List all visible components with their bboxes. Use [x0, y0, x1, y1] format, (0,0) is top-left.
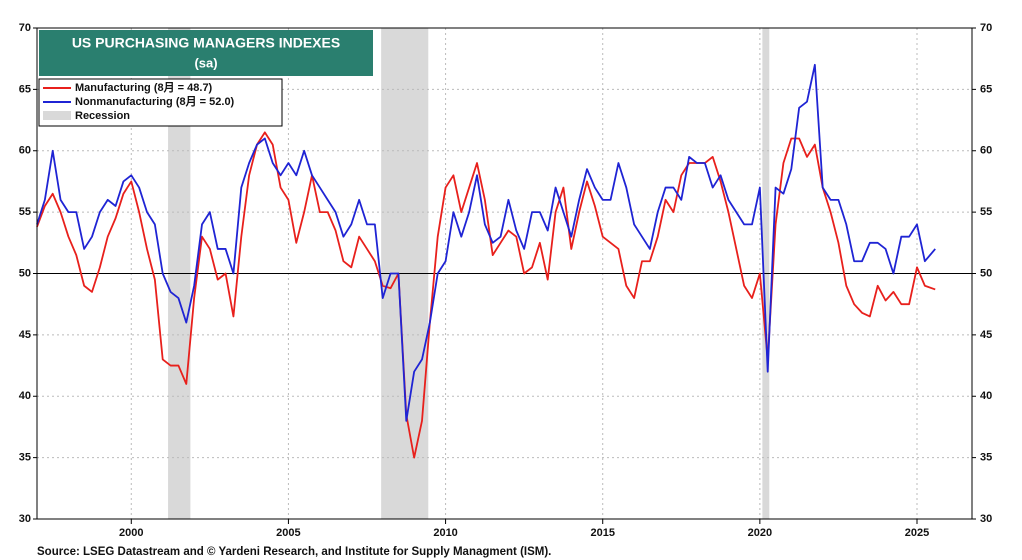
- legend-box: [38, 78, 283, 127]
- y2-tick-label: 55: [980, 206, 992, 218]
- y-tick-label: 40: [19, 390, 31, 402]
- y-tick-label: 35: [19, 452, 31, 464]
- legend-label: Nonmanufacturing (8月 = 52.0): [75, 95, 235, 108]
- plot-frame: [36, 27, 973, 520]
- y-tick-label: 55: [19, 206, 31, 218]
- legend-label: Manufacturing (8月 = 48.7): [75, 81, 213, 94]
- y-tick-label: 65: [19, 83, 31, 95]
- x-tick-label: 2020: [748, 527, 772, 539]
- y-tick-label: 50: [19, 267, 31, 279]
- title-box: [39, 30, 373, 76]
- y2-tick-label: 50: [980, 267, 992, 279]
- y2-tick-label: 45: [980, 329, 992, 341]
- x-tick-label: 2015: [590, 527, 614, 539]
- y2-tick-label: 40: [980, 390, 992, 402]
- legend-label: Recession: [75, 110, 130, 122]
- y-tick-label: 45: [19, 329, 31, 341]
- chart-title: US PURCHASING MANAGERS INDEXES: [72, 35, 340, 51]
- x-tick-label: 2000: [119, 527, 143, 539]
- series-line: [36, 63, 936, 422]
- y-tick-label: 60: [19, 145, 31, 157]
- y2-tick-label: 60: [980, 145, 992, 157]
- y-tick-label: 30: [19, 513, 31, 525]
- series-line: [36, 131, 936, 459]
- x-tick-label: 2010: [433, 527, 457, 539]
- chart-subtitle: (sa): [194, 55, 217, 70]
- y2-tick-label: 70: [980, 22, 992, 34]
- y2-tick-label: 65: [980, 83, 992, 95]
- source-note: Source: LSEG Datastream and © Yardeni Re…: [37, 546, 551, 558]
- legend-swatch: [43, 111, 71, 120]
- y2-tick-label: 35: [980, 452, 992, 464]
- y-tick-label: 70: [19, 22, 31, 34]
- x-tick-label: 2005: [276, 527, 300, 539]
- x-tick-label: 2025: [905, 527, 929, 539]
- y2-tick-label: 30: [980, 513, 992, 525]
